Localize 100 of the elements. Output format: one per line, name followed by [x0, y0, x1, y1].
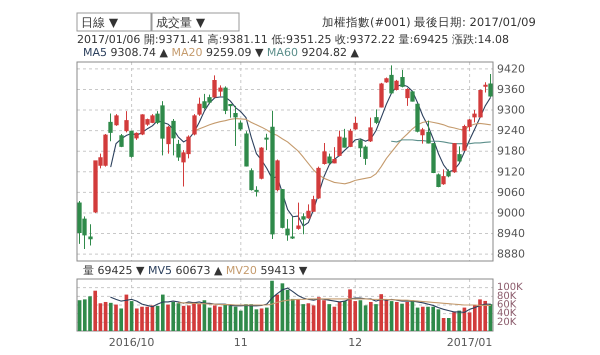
text: 日線 ▼ — [81, 16, 119, 30]
candlestick — [394, 79, 399, 91]
text: MA60 — [263, 46, 302, 59]
candlestick — [410, 90, 415, 102]
bar — [124, 294, 128, 331]
bar — [452, 312, 456, 331]
bar — [260, 308, 264, 331]
text: MA20 — [168, 46, 206, 59]
y-tick-label: 8940 — [497, 227, 525, 240]
candlestick — [244, 130, 249, 168]
bar — [208, 308, 212, 331]
candlestick — [478, 88, 483, 118]
candlestick — [441, 168, 446, 186]
candlestick — [332, 146, 337, 164]
candlestick — [197, 97, 202, 116]
y-tick-label: 9060 — [497, 186, 525, 199]
line-series — [178, 298, 491, 306]
candlestick — [436, 173, 441, 188]
candlestick — [420, 127, 425, 144]
candlestick — [353, 116, 358, 130]
bar — [462, 308, 466, 331]
candlestick — [405, 88, 410, 106]
text: 2017/01/06 開:9371.41 高:9381.11 低:9351.25 收:9372.22 量:69425 漲跌:14.08 — [77, 33, 510, 46]
text: 9259.09 ▼ — [206, 46, 264, 59]
candlestick — [452, 142, 457, 174]
candlestick — [129, 130, 134, 158]
line-series — [110, 288, 491, 313]
bar — [130, 301, 134, 331]
candlestick — [342, 128, 347, 148]
bar — [301, 304, 306, 331]
candlestick — [280, 188, 285, 229]
candlestick — [218, 84, 223, 97]
candlestick — [264, 133, 269, 151]
text: 59413 ▼ — [260, 264, 308, 277]
bar — [374, 304, 378, 331]
bar — [280, 283, 284, 331]
candlestick — [457, 146, 462, 162]
bar — [342, 301, 347, 331]
y-tick-label: 20K — [497, 316, 517, 328]
candlestick — [368, 117, 373, 142]
y-tick-label: 9360 — [497, 82, 525, 96]
candlestick — [290, 216, 295, 240]
bar — [104, 302, 108, 331]
text: MV5 — [144, 264, 176, 277]
bar — [488, 304, 492, 331]
candlestick — [348, 128, 353, 148]
bar — [410, 300, 414, 331]
candlestick — [176, 139, 181, 162]
y-tick-label: 9000 — [497, 206, 525, 220]
bar — [400, 304, 404, 331]
candlestick — [259, 146, 264, 180]
candlestick — [483, 82, 488, 93]
bar — [405, 302, 410, 331]
candlestick — [212, 74, 217, 98]
x-tick-label: 12 — [348, 336, 362, 349]
bar — [166, 304, 170, 331]
candlestick — [88, 224, 93, 246]
text: 9308.74 ▲ — [110, 46, 168, 59]
x-tick-label: 11 — [234, 336, 248, 349]
candlestick — [238, 120, 243, 132]
candlestick — [171, 118, 176, 156]
chart-title: 加權指數(#001) — [322, 15, 411, 29]
text: 成交量 ▼ — [156, 16, 206, 30]
x-tick-label: 2016/10 — [108, 336, 154, 349]
candlestick — [374, 108, 379, 125]
text: MV20 — [222, 264, 260, 277]
bar — [368, 302, 373, 331]
candlestick — [400, 69, 405, 88]
bar — [358, 300, 362, 331]
y-tick-label: 9300 — [497, 104, 525, 117]
x-tick-label: 2017/01 — [446, 336, 492, 349]
y-tick-label: 9420 — [497, 62, 525, 76]
candlestick — [192, 114, 197, 136]
candlestick — [384, 76, 389, 84]
candlestick — [415, 103, 420, 133]
text: 69425 ▼ — [98, 264, 145, 277]
series-label: 量 — [83, 264, 98, 277]
y-tick-label: 9120 — [497, 165, 525, 178]
line-series — [110, 84, 491, 227]
candlestick — [124, 110, 129, 133]
candlestick — [119, 134, 124, 148]
bar — [394, 302, 399, 331]
y-tick-label: 9180 — [497, 144, 525, 158]
text: 60673 ▲ — [175, 264, 223, 277]
candlestick — [322, 142, 327, 166]
candlestick — [114, 114, 119, 126]
y-tick-label: 8880 — [497, 248, 525, 261]
text: MA5 — [83, 46, 111, 59]
candlestick — [488, 74, 493, 98]
bar — [420, 306, 425, 331]
candlestick — [379, 82, 384, 108]
bar — [108, 302, 113, 331]
candlestick — [327, 153, 332, 164]
bar — [446, 318, 451, 331]
candlestick — [337, 130, 342, 157]
text: 9204.82 ▲ — [301, 46, 360, 59]
bar — [338, 302, 342, 331]
candlestick — [301, 212, 306, 235]
candlestick — [270, 110, 275, 240]
bar — [457, 310, 462, 331]
